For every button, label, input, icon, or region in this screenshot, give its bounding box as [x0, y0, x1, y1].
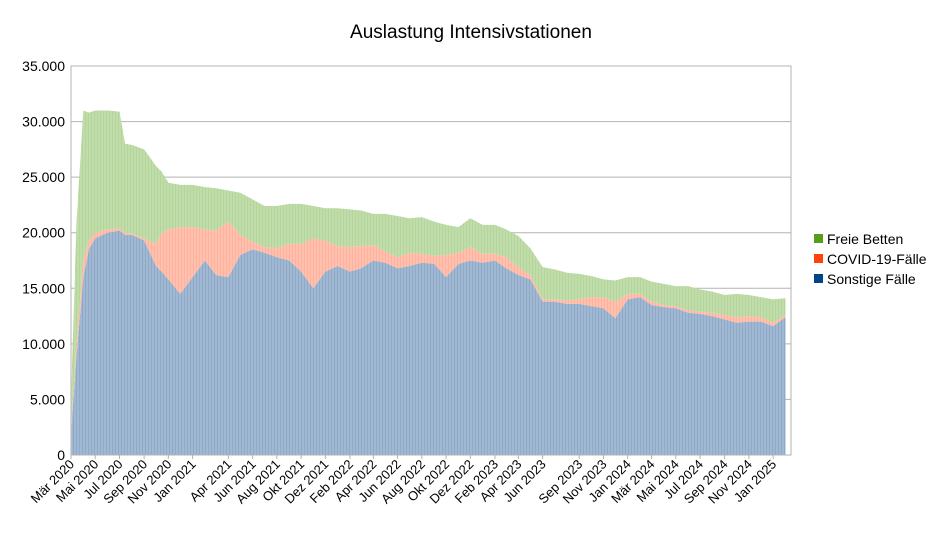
legend-swatch: [814, 254, 823, 263]
legend-label: COVID-19-Fälle: [827, 251, 927, 267]
series-area-sonstige-f-lle: [71, 230, 786, 455]
y-tick-label: 30.000: [22, 114, 65, 130]
chart-title: Auslastung Intensivstationen: [350, 22, 592, 43]
y-tick-label: 35.000: [22, 58, 65, 74]
series-areas: [71, 110, 786, 455]
legend-label: Freie Betten: [827, 231, 903, 247]
y-tick-label: 20.000: [22, 225, 65, 241]
y-tick-labels: 0 5.000 10.000 15.000 20.000 25.000 30.000 35.0…: [22, 58, 65, 463]
legend-label: Sonstige Fälle: [827, 271, 916, 287]
y-tick-label: 0: [57, 447, 65, 463]
legend-swatch: [814, 234, 823, 243]
y-tick-label: 10.000: [22, 336, 65, 352]
axes: [70, 65, 792, 456]
y-tick-label: 25.000: [22, 169, 65, 185]
y-tick-label: 15.000: [22, 280, 65, 296]
y-tick-label: 5.000: [30, 391, 65, 407]
daily-bars: [71, 110, 784, 455]
legend-swatch: [814, 274, 823, 283]
legend: Freie Betten COVID-19-Fälle Sonstige Fälle: [814, 231, 927, 287]
